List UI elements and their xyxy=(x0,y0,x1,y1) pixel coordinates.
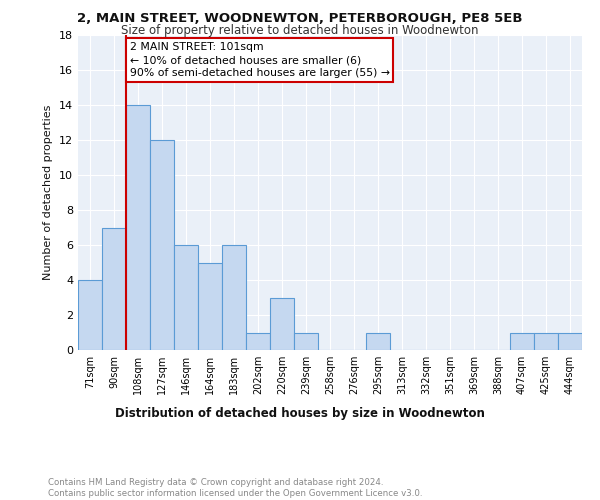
Bar xyxy=(270,298,294,350)
Bar xyxy=(198,262,222,350)
Bar xyxy=(126,105,150,350)
Bar xyxy=(534,332,558,350)
Bar xyxy=(222,245,246,350)
Bar xyxy=(246,332,270,350)
Bar xyxy=(102,228,126,350)
Bar xyxy=(558,332,582,350)
Bar xyxy=(78,280,102,350)
Text: 2 MAIN STREET: 101sqm
← 10% of detached houses are smaller (6)
90% of semi-detac: 2 MAIN STREET: 101sqm ← 10% of detached … xyxy=(130,42,389,78)
Bar xyxy=(294,332,318,350)
Bar xyxy=(366,332,390,350)
Bar xyxy=(510,332,534,350)
Y-axis label: Number of detached properties: Number of detached properties xyxy=(43,105,53,280)
Text: Size of property relative to detached houses in Woodnewton: Size of property relative to detached ho… xyxy=(121,24,479,37)
Bar xyxy=(150,140,174,350)
Text: 2, MAIN STREET, WOODNEWTON, PETERBOROUGH, PE8 5EB: 2, MAIN STREET, WOODNEWTON, PETERBOROUGH… xyxy=(77,12,523,26)
Text: Contains HM Land Registry data © Crown copyright and database right 2024.
Contai: Contains HM Land Registry data © Crown c… xyxy=(48,478,422,498)
Bar xyxy=(174,245,198,350)
Text: Distribution of detached houses by size in Woodnewton: Distribution of detached houses by size … xyxy=(115,408,485,420)
